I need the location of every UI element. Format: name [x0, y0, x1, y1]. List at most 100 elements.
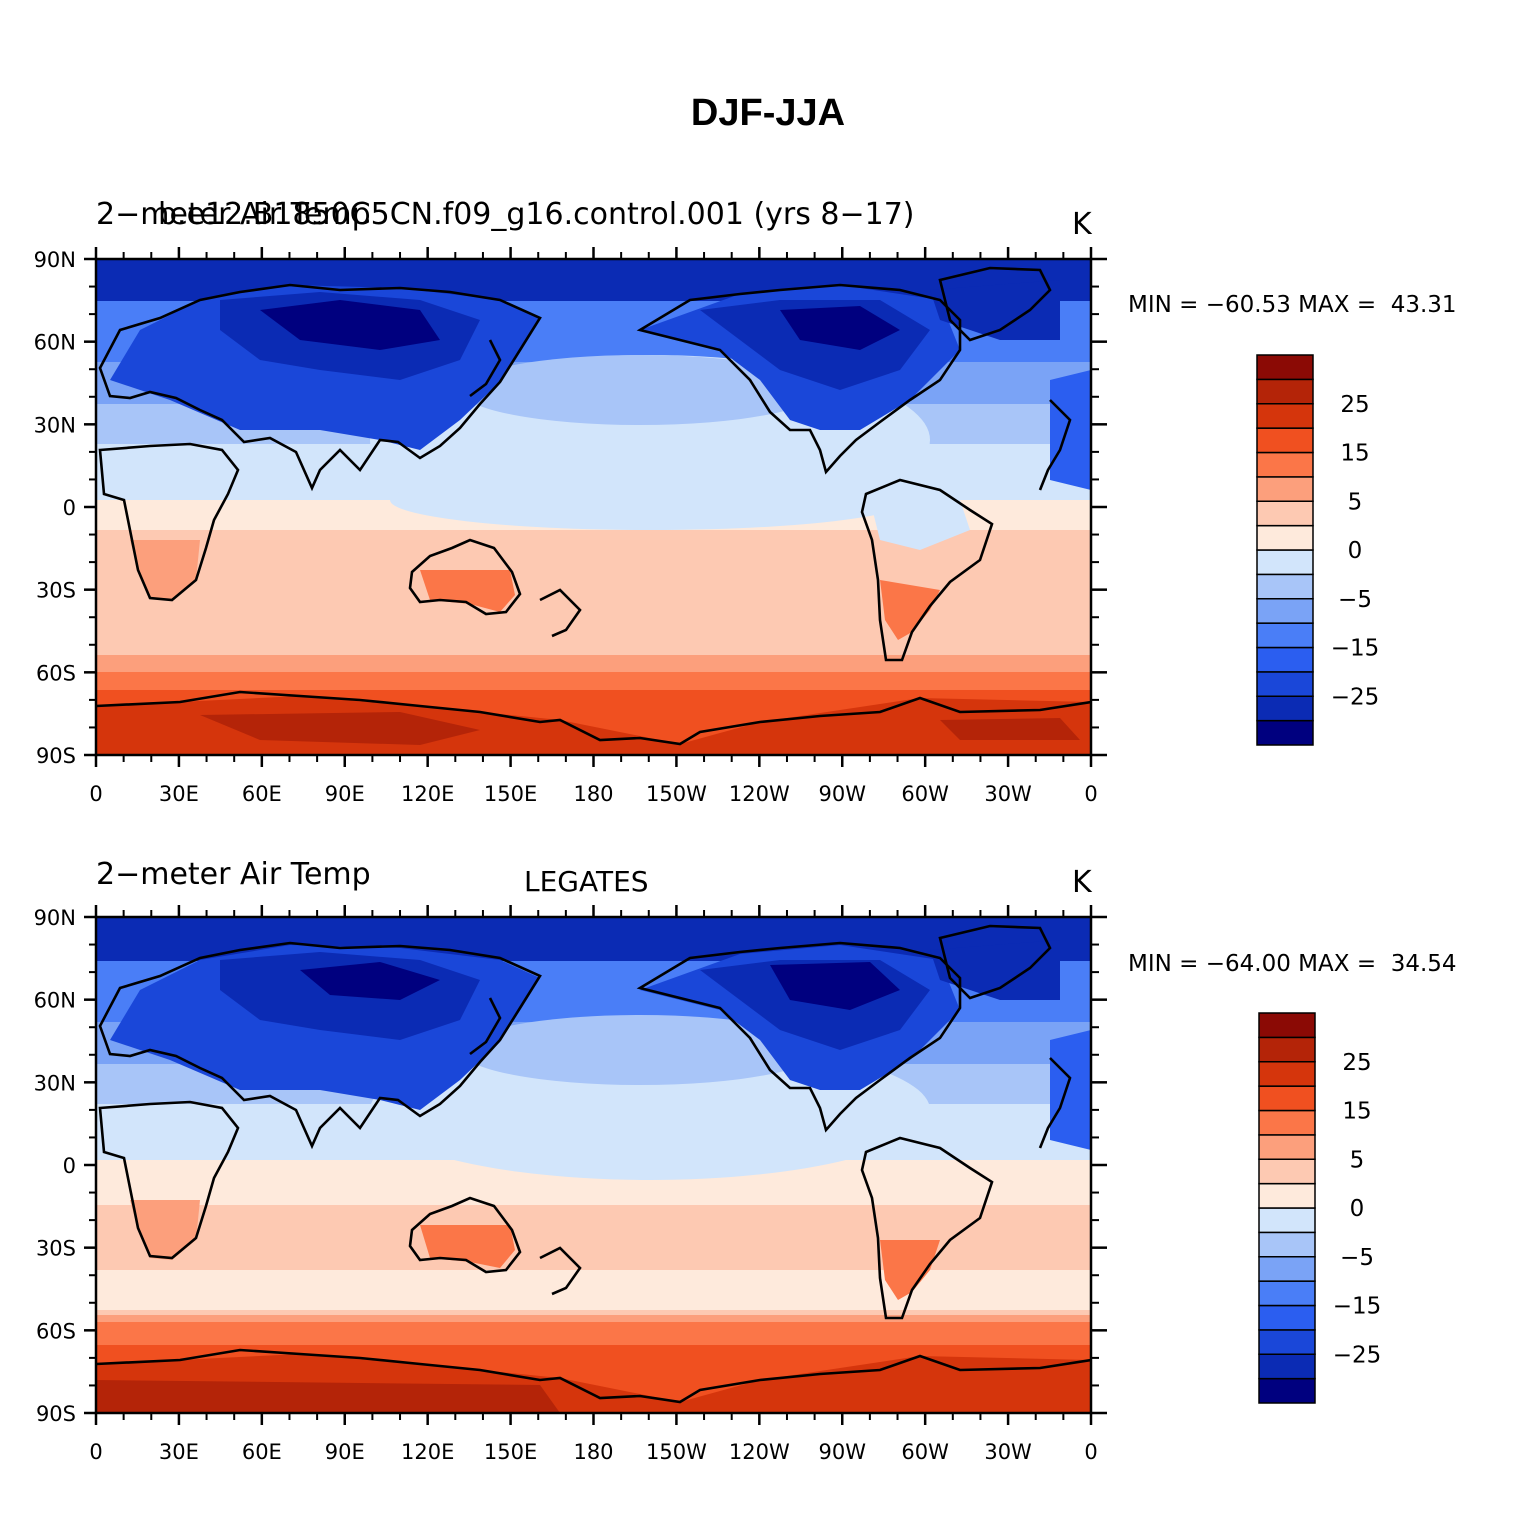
panel2-colorbar-box [1258, 1280, 1316, 1307]
panel2-colorbar-label: 5 [1350, 1147, 1365, 1173]
panel2-colorbar-box [1258, 1304, 1316, 1331]
panel2-colorbar-box [1258, 1134, 1316, 1160]
panel1-lon-label: 120W [729, 782, 790, 806]
panel2-lon-label: 30W [984, 1440, 1032, 1464]
panel1-lon-label: 120E [401, 782, 454, 806]
panel1-colorbar-box [1256, 549, 1314, 576]
panel1-colorbar-box [1256, 403, 1314, 429]
panel1-colorbar-box [1256, 524, 1314, 551]
panel1-lon-label: 90W [819, 782, 867, 806]
panel1-lon-label: 60W [901, 782, 949, 806]
panel1-colorbar-box [1256, 354, 1314, 381]
panel2-colorbar-box [1258, 1182, 1316, 1209]
panel1-lon-label: 0 [1084, 782, 1097, 806]
panel2-lat-label: 0 [63, 1154, 76, 1178]
panel2-colorbar-label: −5 [1340, 1245, 1374, 1271]
panel1-lat-label: 60S [36, 661, 76, 685]
panel1-colorbar-box [1256, 622, 1314, 649]
panel2-lat-label: 90N [34, 906, 76, 930]
panel1-colorbar-label: −15 [1331, 636, 1380, 662]
panel2-colorbar-label: −25 [1333, 1342, 1382, 1368]
panel2-lon-label: 90W [819, 1440, 867, 1464]
panel1-lon-label: 90E [325, 782, 365, 806]
panel1-colorbar-label: 0 [1348, 538, 1363, 564]
panel2-colorbar-box [1258, 1036, 1316, 1063]
panel1-colorbar-box [1256, 646, 1314, 673]
panel1-colorbar-box [1256, 671, 1314, 697]
panel1-colorbar-box [1256, 451, 1314, 478]
panel2-variable-title: 2−meter Air Temp [96, 857, 371, 892]
panel1-colorbar-box [1256, 378, 1314, 405]
panel2-lon-label: 0 [89, 1440, 102, 1464]
panel2-colorbar-box [1258, 1061, 1316, 1087]
panel1-colorbar-box [1256, 598, 1314, 624]
panel2-lon-label: 120W [729, 1440, 790, 1464]
panel2-lon-label: 30E [159, 1440, 199, 1464]
panel1-lon-label: 150E [484, 782, 537, 806]
panel2-colorbar-box [1258, 1256, 1316, 1282]
panel1-max-label: MAX = [1298, 292, 1384, 318]
panel2-colorbar-box [1258, 1231, 1316, 1258]
panel2-colorbar-box [1258, 1109, 1316, 1136]
panel1-colorbar-box [1256, 719, 1314, 746]
panel2-colorbar-box [1258, 1085, 1316, 1112]
panel1-colorbar-box [1256, 427, 1314, 454]
panel2-colorbar-box [1258, 1377, 1316, 1404]
panel1-minmax: MIN = −60.53 MAX = 43.31 [1128, 294, 1457, 317]
panel2-lon-label: 120E [401, 1440, 454, 1464]
panel2-lon-label: 90E [325, 1440, 365, 1464]
panel1-lat-label: 30N [34, 413, 76, 437]
panel2-min-label: MIN = [1128, 951, 1206, 977]
panel2-dataset-title: LEGATES [524, 865, 649, 898]
panel2-colorbar-box [1258, 1329, 1316, 1355]
panel1-lat-label: 60N [34, 331, 76, 355]
panel2-lon-label: 180 [573, 1440, 613, 1464]
panel1-colorbar-label: 15 [1340, 441, 1369, 467]
panel1-min-label: MIN = [1128, 292, 1206, 318]
panel2-lat-label: 30S [36, 1237, 76, 1261]
panel2-colorbar-box [1258, 1353, 1316, 1380]
panel1-lon-label: 30E [159, 782, 199, 806]
panel2-min-value: −64.00 [1205, 951, 1291, 977]
panel2-lon-label: 150W [646, 1440, 707, 1464]
panel1-colorbar-label: −25 [1331, 684, 1380, 710]
panel1-colorbar-label: 5 [1348, 489, 1363, 515]
panel1-lon-label: 150W [646, 782, 707, 806]
panel2-lat-label: 90S [36, 1402, 76, 1426]
panel2-lon-label: 0 [1084, 1440, 1097, 1464]
panel2-minmax: MIN = −64.00 MAX = 34.54 [1128, 953, 1457, 976]
panel1-lat-label: 30S [36, 579, 76, 603]
panel2-lat-label: 30N [34, 1071, 76, 1095]
panel1-lon-label: 30W [984, 782, 1032, 806]
panel1-map [96, 259, 1091, 755]
panel1-colorbar-box [1256, 573, 1314, 600]
panel2-colorbar-box [1258, 1012, 1316, 1039]
figure-title: DJF-JJA [690, 92, 846, 134]
panel1-colorbar-box [1256, 695, 1314, 722]
panel1-lon-label: 180 [573, 782, 613, 806]
panel1-lat-label: 0 [63, 496, 76, 520]
panel1-units: K [1072, 207, 1092, 242]
panel1-max-value: 43.31 [1390, 292, 1457, 318]
panel1-lon-label: 60E [242, 782, 282, 806]
panel2-max-value: 34.54 [1390, 951, 1457, 977]
panel2-units: K [1072, 865, 1092, 900]
panel1-colorbar-label: 25 [1340, 392, 1369, 418]
panel1-colorbar-label: −5 [1338, 587, 1372, 613]
panel2-lat-label: 60S [36, 1319, 76, 1343]
panel1-colorbar-box [1256, 500, 1314, 527]
panel1-case-title: b.e12.B1850C5CN.f09_g16.control.001 (yrs… [158, 197, 915, 232]
panel2-max-label: MAX = [1298, 951, 1384, 977]
panel2-lon-label: 60E [242, 1440, 282, 1464]
panel1-colorbar-box [1256, 476, 1314, 502]
panel2-lon-label: 150E [484, 1440, 537, 1464]
panel2-lon-label: 60W [901, 1440, 949, 1464]
panel2-colorbar-label: 25 [1342, 1050, 1371, 1076]
panel2-colorbar-label: 0 [1350, 1196, 1365, 1222]
panel2-colorbar-label: −15 [1333, 1294, 1382, 1320]
panel2-colorbar-box [1258, 1207, 1316, 1234]
panel2-map [96, 917, 1091, 1413]
panel1-variable-title: 2−meter Air Temp [96, 197, 371, 232]
panel2-colorbar-box [1258, 1158, 1316, 1185]
